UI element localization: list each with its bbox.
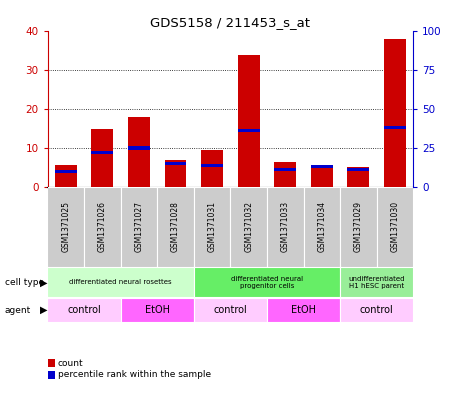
Bar [194,267,340,297]
Bar [377,187,413,267]
Text: differentiated neural rosettes: differentiated neural rosettes [69,279,172,285]
Bar [91,129,114,187]
Text: GSM1371031: GSM1371031 [208,201,217,252]
Bar [157,187,194,267]
Bar [55,165,77,187]
Bar [48,298,121,322]
Text: undifferentiated
H1 hESC parent: undifferentiated H1 hESC parent [349,276,405,289]
Bar [194,298,267,322]
Bar [340,187,377,267]
Text: differentiated neural
progenitor cells: differentiated neural progenitor cells [231,276,303,289]
Bar [311,165,333,168]
Text: percentile rank within the sample: percentile rank within the sample [58,371,211,379]
Bar [48,187,84,267]
Text: agent: agent [5,305,31,314]
Bar [194,187,230,267]
Text: GSM1371026: GSM1371026 [98,201,107,252]
Text: ▶: ▶ [40,277,48,287]
Bar [164,160,187,187]
Bar [230,187,267,267]
Text: GSM1371029: GSM1371029 [354,201,363,252]
Bar [121,187,157,267]
Bar [311,165,333,187]
Text: GSM1371028: GSM1371028 [171,201,180,252]
Bar [304,187,340,267]
Text: GSM1371027: GSM1371027 [134,201,143,252]
Bar [164,162,187,165]
Text: GSM1371034: GSM1371034 [317,201,326,252]
Bar [128,147,150,150]
Text: GSM1371032: GSM1371032 [244,201,253,252]
Text: control: control [360,305,394,315]
Bar [347,168,370,171]
Bar [340,298,413,322]
Bar [267,298,340,322]
Text: control: control [213,305,247,315]
Bar [84,187,121,267]
Text: ▶: ▶ [40,305,48,315]
Text: cell type: cell type [5,278,44,287]
Bar [55,170,77,173]
Bar [274,168,296,171]
Text: control: control [67,305,101,315]
Bar [384,39,406,187]
Bar [267,187,304,267]
Bar [91,151,114,154]
Text: GSM1371033: GSM1371033 [281,201,290,252]
Text: EtOH: EtOH [291,305,316,315]
Bar [238,129,260,132]
Bar [347,167,370,187]
Text: GSM1371030: GSM1371030 [390,201,399,252]
Bar [238,55,260,187]
Bar [201,150,223,187]
Bar [128,117,150,187]
Title: GDS5158 / 211453_s_at: GDS5158 / 211453_s_at [151,16,310,29]
Text: count: count [58,359,84,367]
Bar [121,298,194,322]
Text: GSM1371025: GSM1371025 [61,201,70,252]
Bar [201,163,223,167]
Bar [274,162,296,187]
Bar [48,267,194,297]
Bar [384,126,406,129]
Bar [340,267,413,297]
Text: EtOH: EtOH [145,305,170,315]
